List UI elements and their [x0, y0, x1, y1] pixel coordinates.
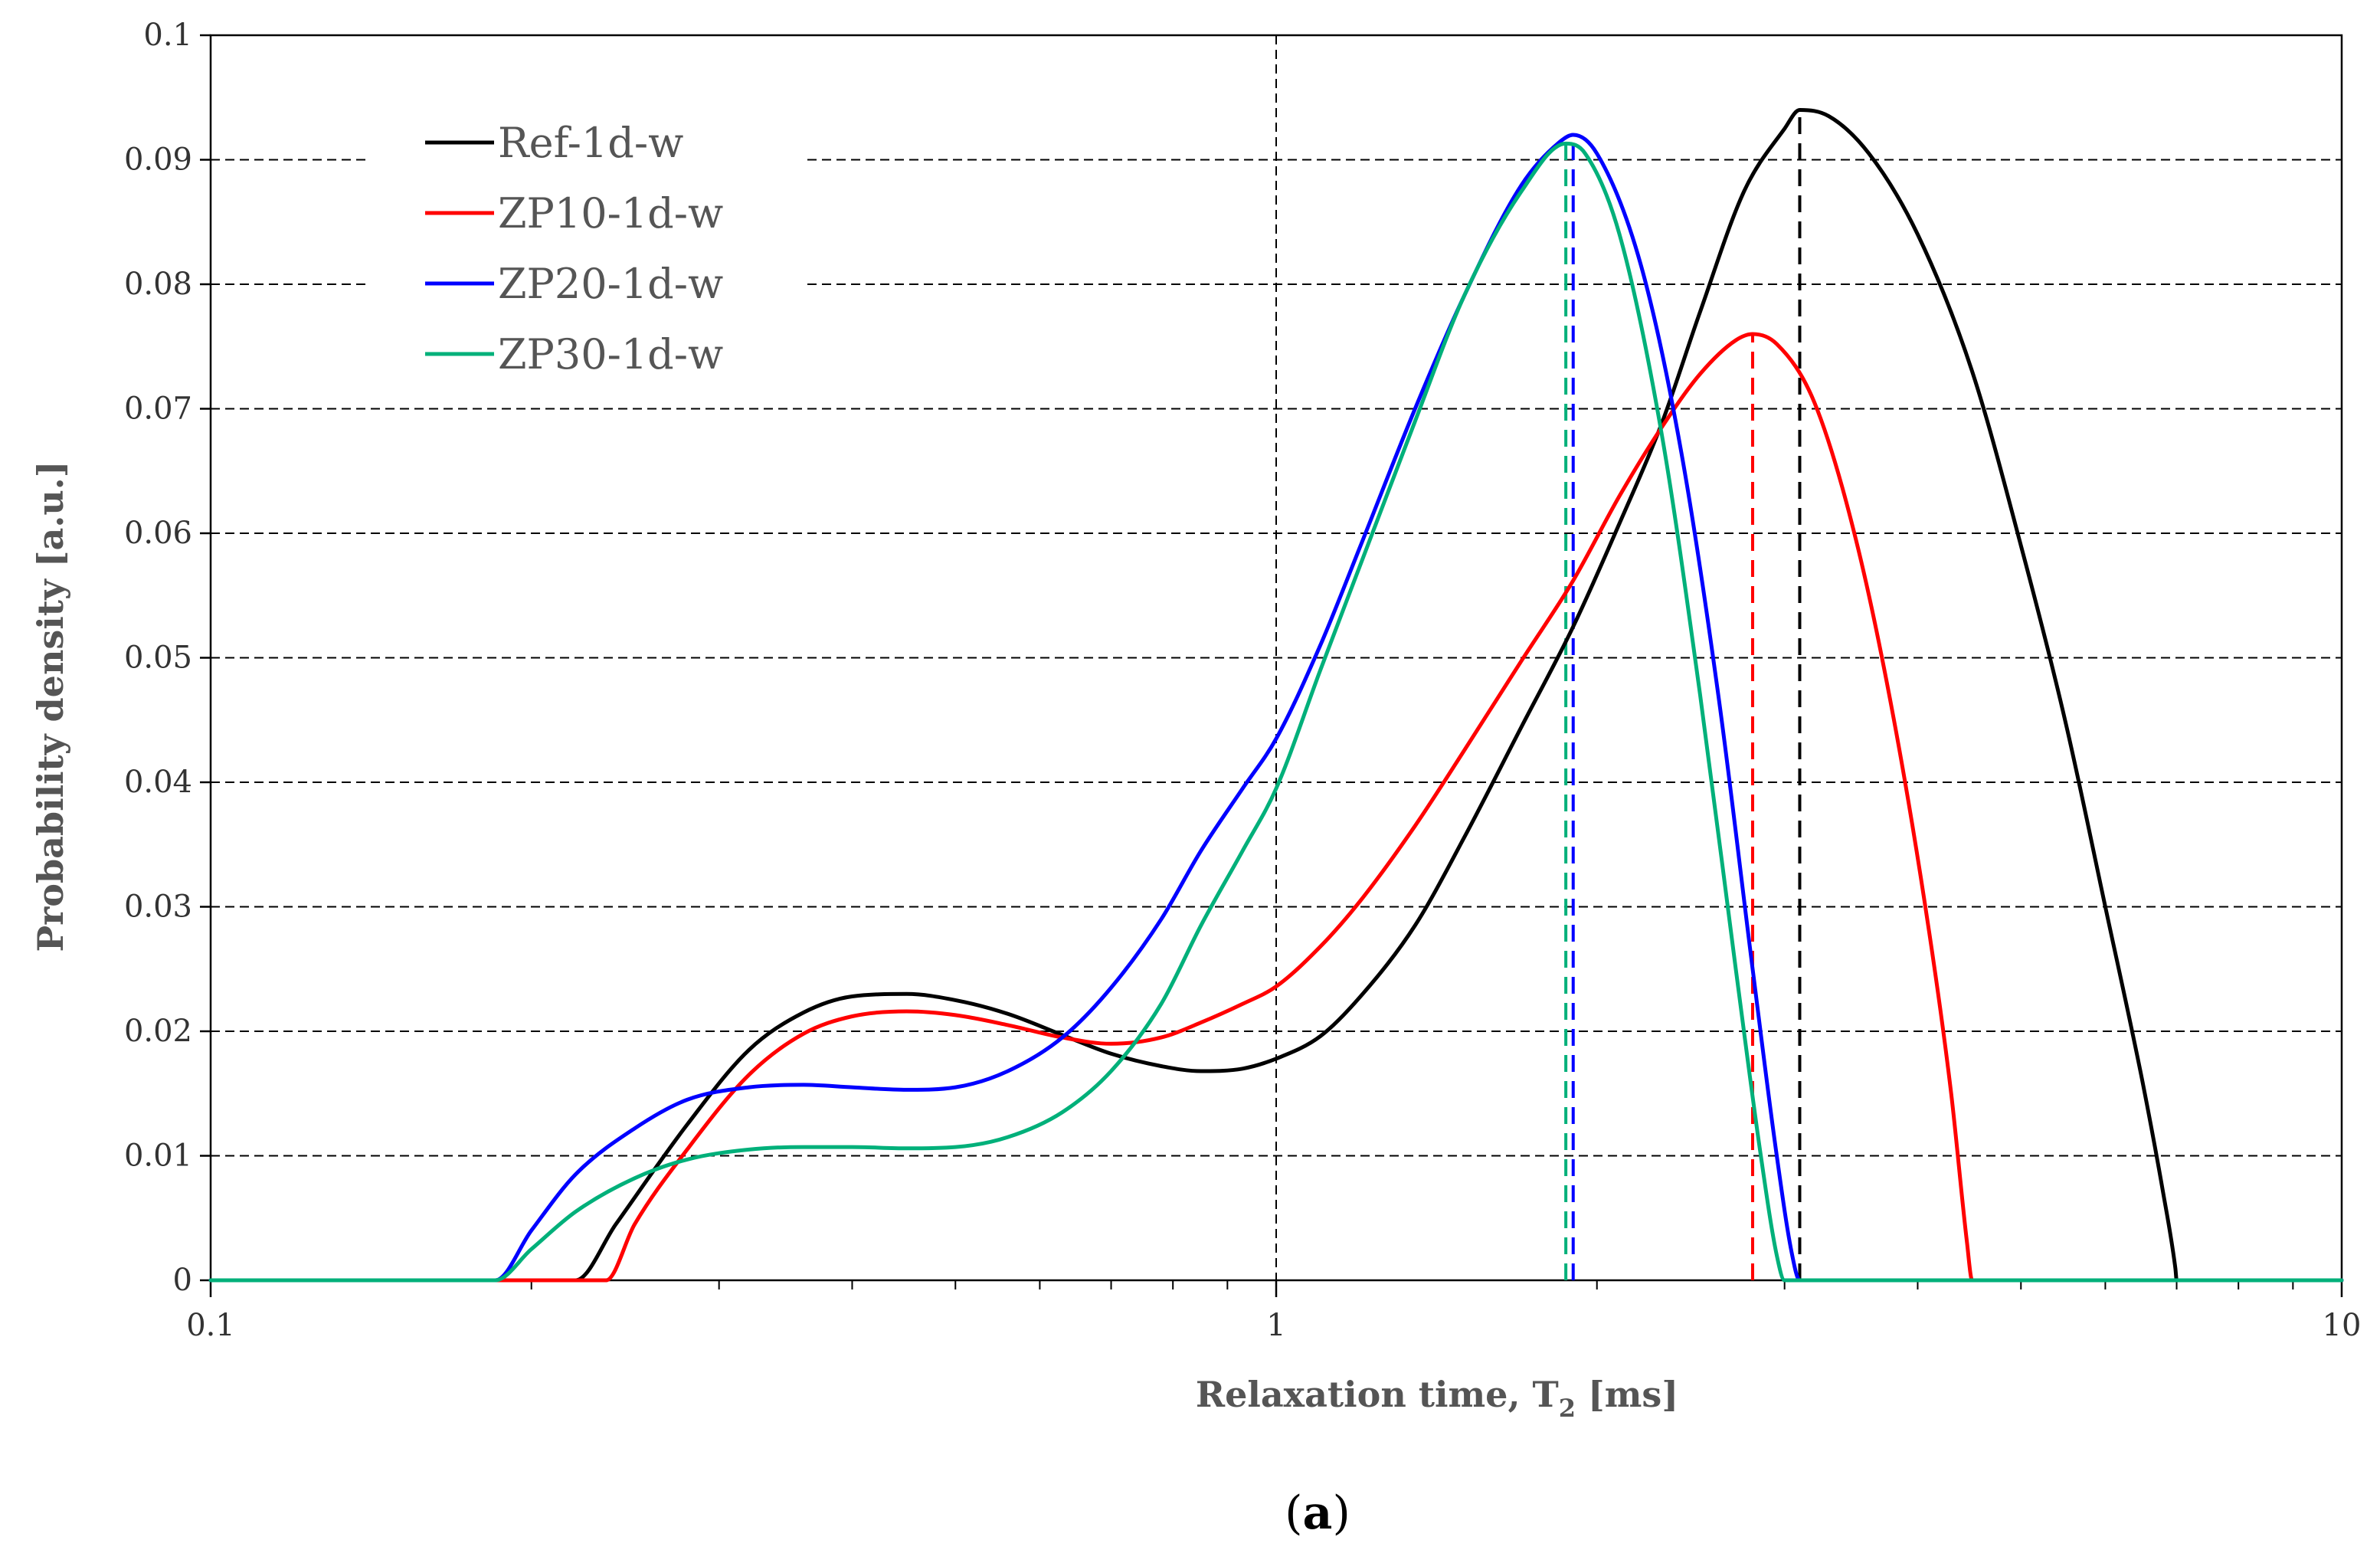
- y-tick-label-10: 0.1: [143, 18, 192, 53]
- legend-label: ZP10-1d-w: [498, 189, 723, 238]
- y-tick-label-2: 0.02: [124, 1014, 192, 1049]
- x-axis-label: Relaxation time, T2 [ms]: [1196, 1374, 1678, 1423]
- y-tick-label-7: 0.07: [124, 392, 192, 427]
- x-tick-labels: 0.1 1 10: [186, 1308, 2361, 1343]
- y-tick-label-6: 0.06: [124, 516, 192, 551]
- peak-markers: [1564, 110, 1802, 1280]
- y-tick-label-0: 0: [173, 1263, 192, 1298]
- legend-label: Ref-1d-w: [498, 119, 683, 167]
- plot-frame: [200, 34, 2343, 1297]
- legend-item-ZP30-1d-w: ZP30-1d-w: [425, 330, 723, 378]
- y-axis-label: Probability density [a.u.]: [30, 460, 71, 952]
- x-tick-label-1: 1: [1266, 1308, 1285, 1343]
- legend-item-ZP20-1d-w: ZP20-1d-w: [425, 260, 723, 308]
- legend-item-ZP10-1d-w: ZP10-1d-w: [425, 189, 723, 238]
- y-tick-label-9: 0.09: [124, 143, 192, 178]
- legend: Ref-1d-w ZP10-1d-w ZP20-1d-w ZP30-1d-w: [425, 119, 723, 378]
- y-tick-label-8: 0.08: [124, 267, 192, 302]
- legend-background: [368, 107, 804, 383]
- legend-label: ZP20-1d-w: [498, 260, 723, 308]
- y-tick-label-1: 0.01: [124, 1139, 192, 1174]
- y-tick-label-5: 0.05: [124, 641, 192, 676]
- series-line-ZP30-1d-w: [208, 141, 2344, 1283]
- y-tick-label-3: 0.03: [124, 890, 192, 925]
- y-tick-label-4: 0.04: [124, 765, 192, 800]
- series-line-ZP20-1d-w: [208, 133, 2344, 1283]
- x-tick-label-2: 10: [2323, 1308, 2362, 1343]
- x-tick-label-0: 0.1: [186, 1308, 235, 1343]
- y-tick-labels: 0 0.01 0.02 0.03 0.04 0.05 0.06 0.07 0.08 0.09 0.1: [124, 18, 192, 1298]
- legend-label: ZP30-1d-w: [498, 330, 723, 378]
- series-line-Ref-1d-w: [208, 108, 2344, 1283]
- grid-lines: [211, 35, 2342, 1280]
- panel-label: (a): [1285, 1486, 1350, 1540]
- legend-item-Ref-1d-w: Ref-1d-w: [425, 119, 683, 167]
- series-lines: [208, 108, 2344, 1283]
- series-line-ZP10-1d-w: [208, 332, 2344, 1283]
